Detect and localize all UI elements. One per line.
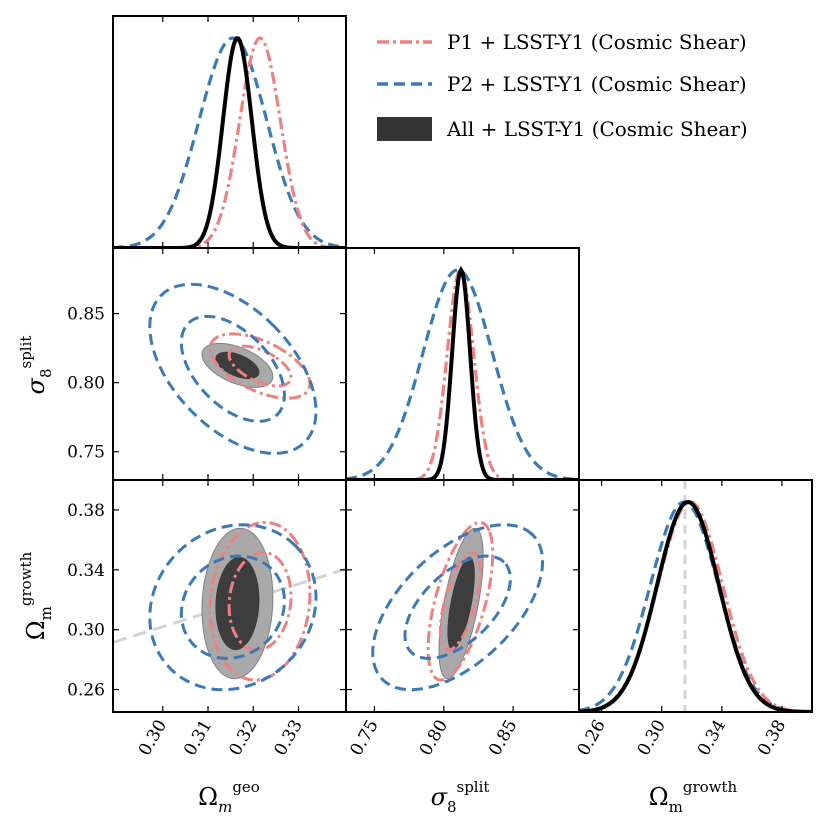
contour-p1-2sigma xyxy=(208,520,312,682)
contour-p2-2sigma xyxy=(148,282,318,455)
contour-p2-1sigma xyxy=(179,314,286,423)
legend: P1 + LSST-Y1 (Cosmic Shear) P2 + LSST-Y1… xyxy=(377,30,748,141)
svg-text:σ8split: σ8split xyxy=(17,336,55,395)
contour-p1-1sigma xyxy=(227,344,293,388)
x-tick-label: 0.31 xyxy=(180,717,216,760)
y-tick-label: 0.34 xyxy=(67,561,105,581)
y-tick-label: 0.26 xyxy=(67,681,105,701)
x-label-omega-growth: Ωmgrowth xyxy=(649,778,738,816)
y-label-sigma8: σ8split xyxy=(17,336,55,395)
contour-p2-1sigma xyxy=(179,554,286,660)
x-tick-label: 0.80 xyxy=(416,717,452,760)
marginal-curve-all xyxy=(579,499,812,712)
contour-all-1sigma xyxy=(215,351,260,380)
panel-frame xyxy=(112,15,347,249)
panel-sigma8-1d xyxy=(345,247,580,481)
legend-patch-all xyxy=(377,117,432,141)
marginal-curve-p1 xyxy=(579,500,812,712)
marginal-curve-all xyxy=(346,265,579,480)
x-label-omega-geo: Ωmgeo xyxy=(198,778,260,816)
panel-omega-geo-1d xyxy=(112,15,347,249)
y-tick-label: 0.80 xyxy=(67,374,105,394)
marginal-curve-p2 xyxy=(113,36,346,248)
x-tick-label: 0.75 xyxy=(347,717,383,760)
marginal-curve-p2 xyxy=(579,500,812,712)
y-label-omega-growth: Ωmgrowth xyxy=(17,551,55,640)
svg-text:Ωmgrowth: Ωmgrowth xyxy=(17,551,55,640)
marginal-curve-p1 xyxy=(113,36,346,248)
contour-p2-2sigma xyxy=(371,523,545,692)
x-tick-label: 0.32 xyxy=(225,717,261,760)
panel-frame xyxy=(578,479,813,713)
contour-p1-2sigma xyxy=(426,520,495,682)
y-tick-label: 0.30 xyxy=(67,621,105,641)
panel-omega-growth-vs-omega-geo: 0.30 0.31 0.32 0.330.260.300.340.38 xyxy=(67,479,347,760)
x-tick-label: 0.30 xyxy=(634,717,670,760)
contour-p2-2sigma xyxy=(148,523,318,692)
marginal-curve-p2 xyxy=(346,268,579,480)
y-tick-label: 0.75 xyxy=(67,443,105,463)
x-tick-label: 0.38 xyxy=(754,717,790,760)
x-tick-label: 0.34 xyxy=(694,717,730,760)
panel-omega-growth-vs-sigma8: 0.75 0.80 0.85 xyxy=(345,479,580,760)
legend-label-all: All + LSST-Y1 (Cosmic Shear) xyxy=(446,117,748,141)
x-tick-label: 0.30 xyxy=(135,717,171,760)
contour-p2-1sigma xyxy=(403,554,512,660)
panel-omega-growth-1d: 0.26 0.30 0.34 0.38 xyxy=(574,479,813,760)
x-label-sigma8: σ8split xyxy=(431,778,490,816)
contour-all-1sigma xyxy=(447,556,475,651)
y-tick-label: 0.38 xyxy=(67,501,105,521)
x-tick-label: 0.85 xyxy=(485,717,521,760)
contour-p1-1sigma xyxy=(227,550,293,652)
x-tick-label: 0.33 xyxy=(271,717,307,760)
x-tick-label: 0.26 xyxy=(574,717,610,760)
legend-label-p1: P1 + LSST-Y1 (Cosmic Shear) xyxy=(447,30,747,54)
panel-sigma8-vs-omega-geo: 0.75 0.80 0.85 xyxy=(67,247,347,481)
legend-label-p2: P2 + LSST-Y1 (Cosmic Shear) xyxy=(447,72,747,96)
y-tick-label: 0.85 xyxy=(67,305,105,325)
marginal-curve-p1 xyxy=(346,268,579,480)
contour-all-1sigma xyxy=(215,556,260,651)
marginal-curve-all xyxy=(113,36,346,248)
